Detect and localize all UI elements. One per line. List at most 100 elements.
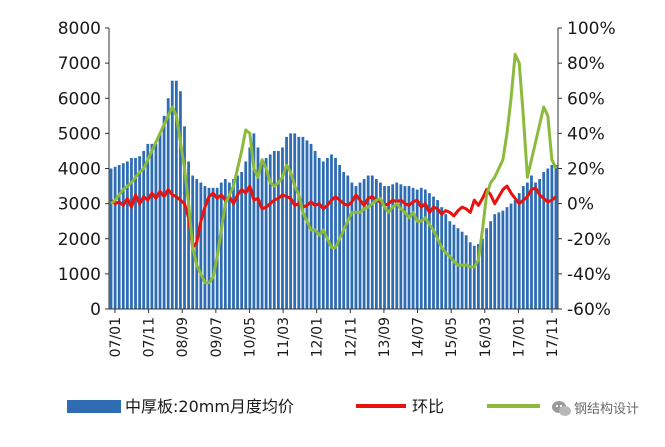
watermark: 钢结构设计 xyxy=(546,398,662,418)
price-bar xyxy=(509,203,513,310)
price-bar xyxy=(530,175,533,309)
price-bar xyxy=(260,161,264,309)
y-tick-label: 0 xyxy=(90,300,101,320)
price-bar xyxy=(370,175,374,309)
y2-tick-label: 60% xyxy=(567,89,605,109)
x-tick-label: 12/01 xyxy=(310,317,326,357)
price-bar xyxy=(334,157,337,309)
price-bar xyxy=(362,179,366,309)
price-bar xyxy=(395,182,399,309)
price-bar xyxy=(411,187,415,309)
price-bar xyxy=(346,175,350,309)
legend-bar-label: 中厚板:20mm月度均价 xyxy=(125,397,294,416)
price-bar xyxy=(187,161,190,309)
price-bar xyxy=(252,133,256,310)
x-tick-label: 13/09 xyxy=(377,317,393,357)
price-bar xyxy=(154,143,158,309)
price-bar xyxy=(289,133,293,310)
price-bar xyxy=(542,172,546,309)
price-bar xyxy=(399,184,403,309)
legend-line1-label: 环比 xyxy=(412,397,444,416)
y-tick-label: 7000 xyxy=(58,54,101,74)
price-bar xyxy=(211,187,215,309)
y-tick-label: 2000 xyxy=(58,230,101,250)
y-tick-label: 1000 xyxy=(58,265,101,285)
x-tick-label: 12/11 xyxy=(343,317,359,357)
price-bar xyxy=(264,157,268,309)
y2-tick-label: 100% xyxy=(567,19,616,39)
price-bar xyxy=(374,179,378,309)
price-bar xyxy=(203,186,207,309)
x-tick-label: 17/11 xyxy=(545,317,561,357)
x-tick-label: 15/05 xyxy=(444,317,460,357)
price-bar xyxy=(138,156,141,309)
price-bar xyxy=(272,150,276,309)
price-bar xyxy=(248,147,252,309)
y2-tick-label: 0% xyxy=(567,195,594,215)
mom-line xyxy=(110,184,557,250)
price-bar xyxy=(293,133,297,310)
price-bar xyxy=(423,189,427,309)
price-bar xyxy=(387,186,390,309)
price-bar xyxy=(550,164,554,309)
price-bar xyxy=(183,126,186,309)
ratio-lines xyxy=(110,52,558,285)
price-bar xyxy=(174,80,178,309)
price-bar xyxy=(236,175,239,309)
x-tick-label: 17/01 xyxy=(511,317,527,357)
price-bar xyxy=(277,150,280,309)
price-bar xyxy=(199,182,203,309)
price-bar xyxy=(464,235,468,309)
price-bar xyxy=(538,179,542,309)
price-bar xyxy=(166,98,170,309)
y2-tick-label: -40% xyxy=(567,265,611,285)
price-bar xyxy=(460,231,464,309)
y-tick-label: 5000 xyxy=(58,124,101,144)
price-bar xyxy=(428,193,431,309)
price-bar xyxy=(146,143,150,309)
price-bar xyxy=(121,163,125,309)
y-axis-ticks: 0 1000 2000 3000 4000 5000 6000 7000 8000 xyxy=(58,19,109,320)
price-bar xyxy=(301,136,305,309)
price-bar xyxy=(440,207,444,309)
price-bar xyxy=(366,175,370,309)
price-bar xyxy=(521,186,525,309)
y-tick-label: 6000 xyxy=(58,89,101,109)
watermark-text: 钢结构设计 xyxy=(574,402,639,417)
price-bar xyxy=(113,166,117,309)
price-bar xyxy=(330,154,333,309)
y2-tick-label: 80% xyxy=(567,54,605,74)
price-bar xyxy=(358,182,362,309)
x-tick-label: 07/11 xyxy=(142,317,158,357)
price-bar xyxy=(342,172,346,309)
price-bar xyxy=(150,143,154,309)
price-bar xyxy=(125,161,129,309)
price-bar xyxy=(526,182,529,309)
price-bar xyxy=(391,184,395,309)
price-bar xyxy=(468,242,472,309)
price-bar xyxy=(162,115,166,309)
wechat-icon xyxy=(552,401,571,416)
price-bar xyxy=(501,210,505,309)
price-bar xyxy=(158,133,162,310)
price-bar xyxy=(481,238,484,309)
price-bar xyxy=(325,157,329,309)
price-bar xyxy=(297,136,301,309)
price-bar xyxy=(489,221,493,309)
y2-tick-label: -20% xyxy=(567,230,611,250)
price-bar xyxy=(256,147,260,309)
price-bar xyxy=(436,200,439,309)
price-bar xyxy=(321,161,325,309)
price-bar xyxy=(244,161,248,309)
price-bar xyxy=(554,164,558,309)
watermark-backdrop xyxy=(546,398,662,418)
x-axis-ticks: 07/01 07/11 08/09 09/07 10/05 11/03 12/01 12/11… xyxy=(108,309,561,357)
price-bar xyxy=(281,147,284,309)
y2-tick-label: -60% xyxy=(567,300,611,320)
price-bar xyxy=(240,172,244,309)
x-tick-label: 10/05 xyxy=(242,317,258,357)
price-bar xyxy=(219,182,223,309)
y2-axis-ticks: -60% -40% -20% 0% 20% 40% 60% 80% 100% xyxy=(558,19,616,320)
